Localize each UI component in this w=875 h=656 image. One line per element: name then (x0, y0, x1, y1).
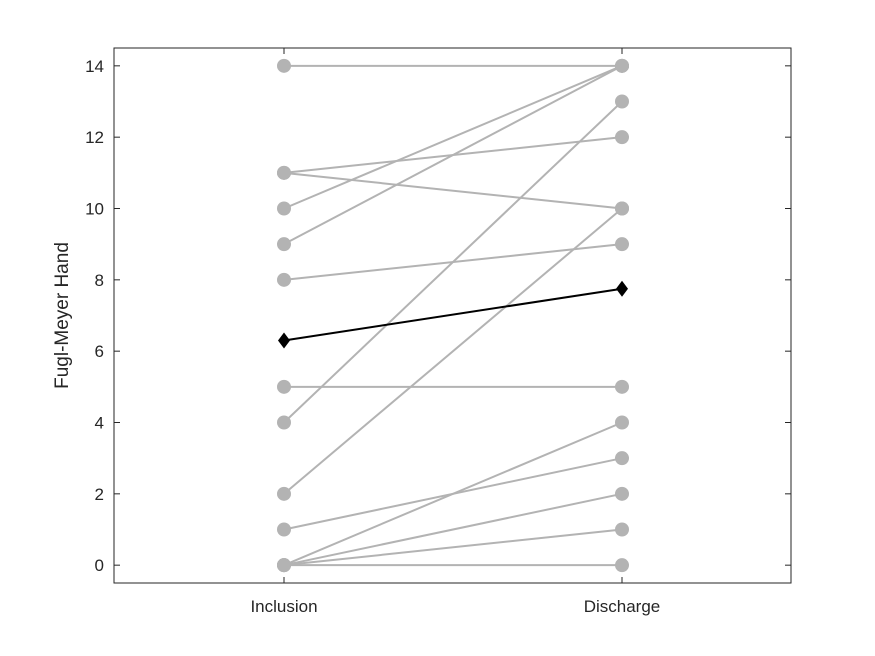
subject-point (277, 558, 291, 573)
y-axis-ticks: 0 2 4 6 8 10 12 14 (85, 57, 791, 575)
y-tick-label: 4 (95, 414, 104, 433)
subject-point (615, 451, 629, 466)
subject-point (277, 415, 291, 430)
y-tick-label: 14 (85, 57, 104, 76)
subject-markers (277, 58, 629, 573)
subject-point (277, 58, 291, 73)
subject-point (615, 558, 629, 573)
subject-point (615, 415, 629, 430)
y-tick-label: 10 (85, 200, 104, 219)
x-tick-label: Inclusion (250, 597, 317, 616)
subject-point (615, 130, 629, 145)
subject-point (277, 237, 291, 252)
subject-point (615, 201, 629, 216)
subject-lines (283, 64, 623, 567)
mean-line (283, 287, 623, 342)
subject-point (277, 379, 291, 394)
subject-point (277, 201, 291, 216)
y-axis-label: Fugl-Meyer Hand (52, 242, 73, 389)
subject-point (615, 237, 629, 252)
mean-point (278, 332, 290, 349)
mean-series (278, 280, 628, 349)
subject-point (615, 379, 629, 394)
subject-line (283, 492, 623, 567)
subject-line (283, 207, 623, 495)
subject-point (277, 272, 291, 287)
subject-line (283, 64, 623, 246)
axes-box (113, 47, 792, 584)
mean-point (616, 280, 628, 297)
subject-line (283, 171, 623, 210)
subject-point (615, 58, 629, 73)
subject-point (277, 522, 291, 537)
y-tick-label: 6 (95, 342, 104, 361)
subject-point (615, 486, 629, 501)
subject-point (615, 94, 629, 109)
y-tick-label: 0 (95, 556, 104, 575)
subject-point (277, 486, 291, 501)
subject-line (283, 528, 623, 567)
subject-point (277, 165, 291, 180)
x-tick-label: Discharge (584, 597, 661, 616)
subject-line (283, 100, 623, 424)
subject-line (283, 421, 623, 567)
subject-line (283, 64, 623, 210)
x-axis-ticks: Inclusion Discharge (250, 48, 660, 616)
y-tick-label: 12 (85, 128, 104, 147)
y-tick-label: 8 (95, 271, 104, 290)
subject-point (615, 522, 629, 537)
y-tick-label: 2 (95, 485, 104, 504)
